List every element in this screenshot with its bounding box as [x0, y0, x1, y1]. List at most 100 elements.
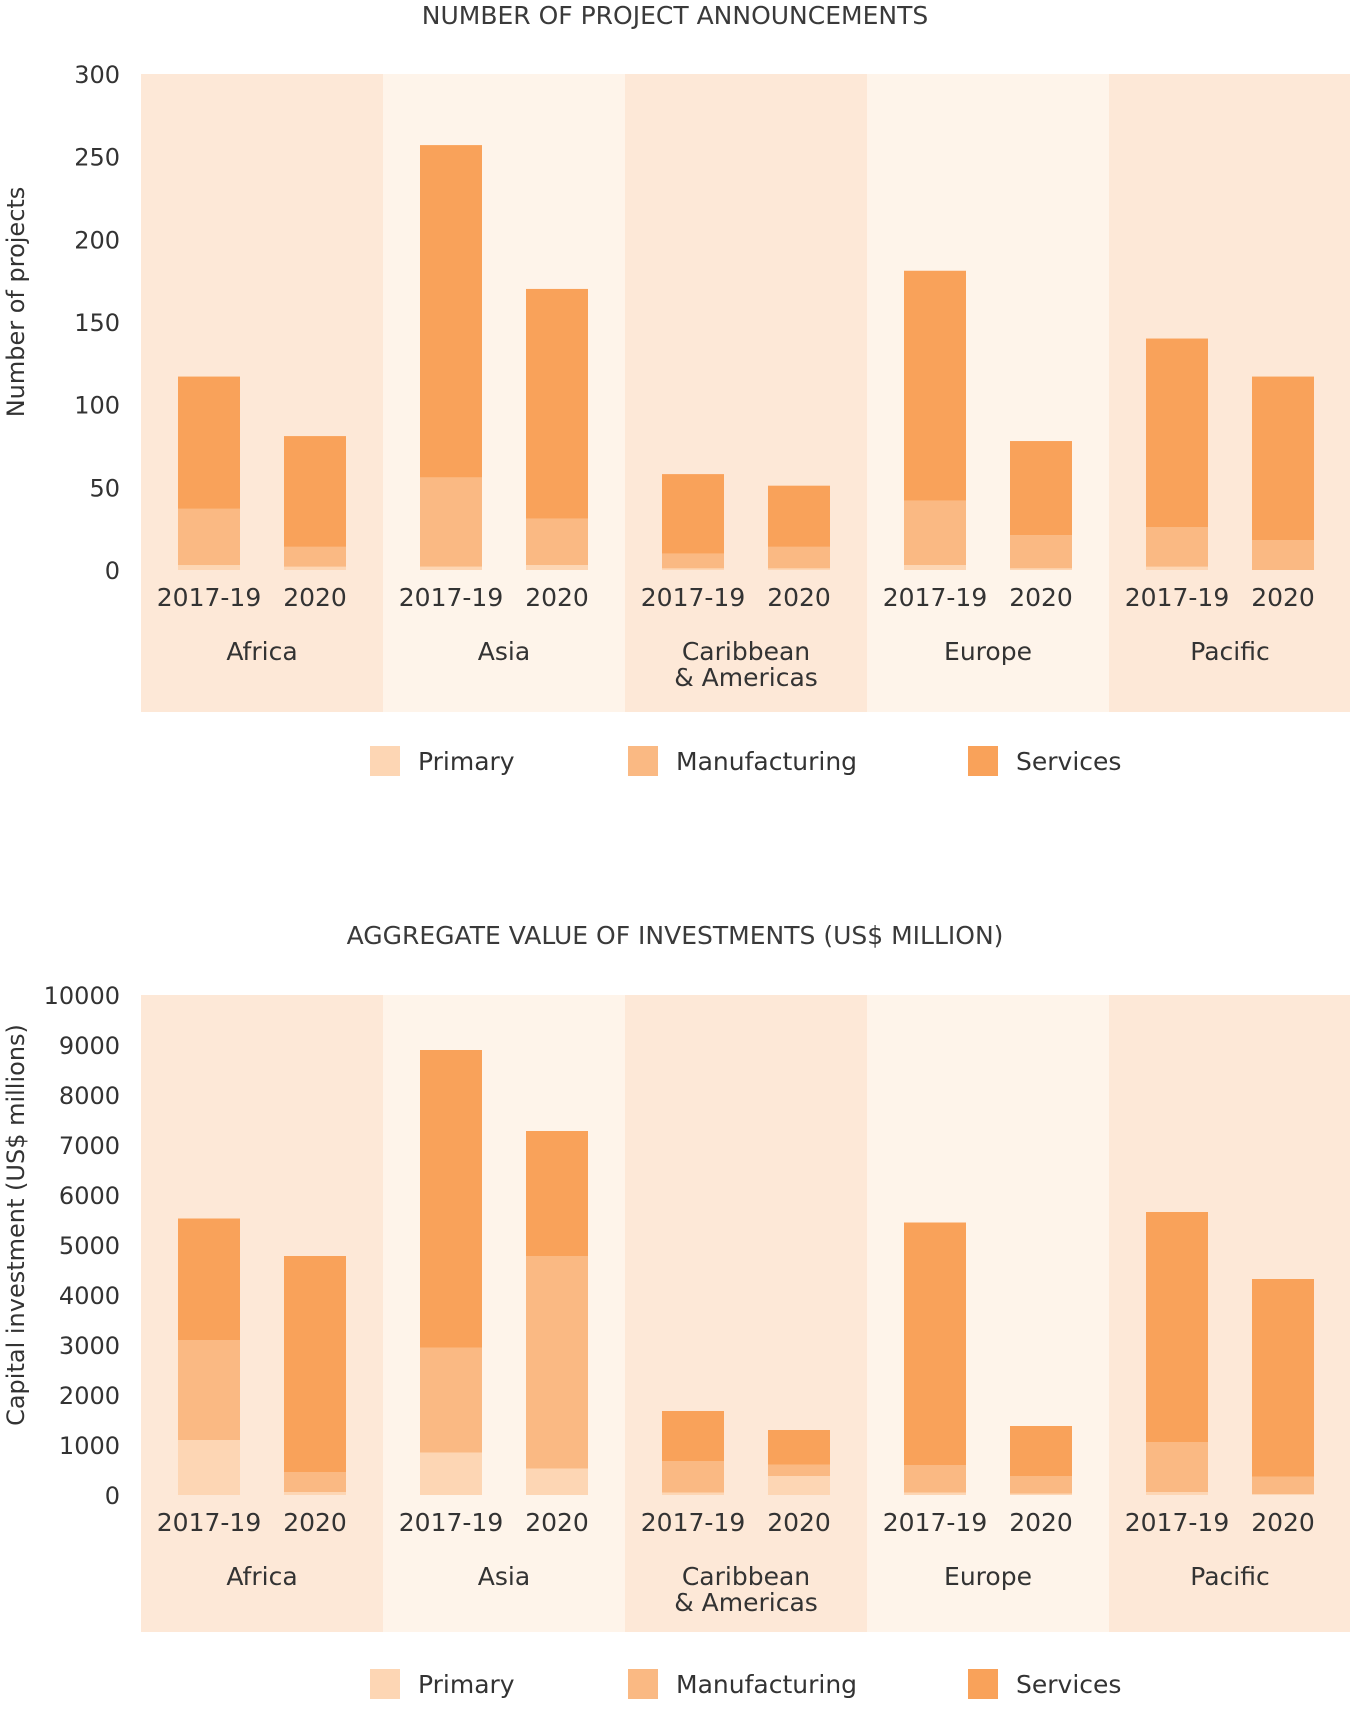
y-tick-label: 8000	[59, 1082, 120, 1110]
bar-services-5	[662, 1411, 724, 1461]
y-tick-label: 1000	[59, 1432, 120, 1460]
category-label: 2017-19	[157, 583, 261, 612]
category-label: 2017-19	[1125, 1508, 1229, 1537]
category-label: 2020	[767, 583, 831, 612]
region-band	[867, 74, 1109, 712]
bar-primary-9	[1146, 566, 1208, 570]
bar-primary-2	[284, 1492, 346, 1495]
legend-label-services: Services	[1016, 1670, 1121, 1699]
legend-swatch-primary	[370, 1669, 400, 1699]
region-band	[625, 995, 867, 1632]
bar-services-6	[768, 485, 830, 547]
region-band	[625, 74, 867, 712]
bar-manufacturing-3	[420, 1347, 482, 1453]
legend-swatch-services	[968, 746, 998, 776]
category-label: 2020	[1009, 1508, 1073, 1537]
region-label: Asia	[478, 637, 530, 666]
category-label: 2017-19	[399, 583, 503, 612]
region-label: & Americas	[674, 1588, 818, 1617]
bar-primary-8	[1010, 568, 1072, 570]
bar-services-2	[284, 436, 346, 547]
category-label: 2020	[1009, 583, 1073, 612]
category-label: 2017-19	[883, 1508, 987, 1537]
bar-manufacturing-5	[662, 553, 724, 569]
bar-manufacturing-8	[1010, 1476, 1072, 1494]
region-label: Pacific	[1190, 1562, 1269, 1591]
region-label: Pacific	[1190, 637, 1269, 666]
legend-label-primary: Primary	[418, 1670, 515, 1699]
bar-services-10	[1252, 376, 1314, 541]
legend-swatch-manufacturing	[628, 746, 658, 776]
bar-services-2	[284, 1256, 346, 1472]
y-tick-label: 5000	[59, 1232, 120, 1260]
bar-manufacturing-6	[768, 546, 830, 569]
y-tick-label: 6000	[59, 1182, 120, 1210]
bar-primary-3	[420, 1452, 482, 1495]
category-label: 2020	[1251, 583, 1315, 612]
category-label: 2020	[283, 1508, 347, 1537]
y-tick-label: 7000	[59, 1132, 120, 1160]
bar-primary-7	[904, 565, 966, 570]
bar-manufacturing-2	[284, 546, 346, 567]
bar-manufacturing-9	[1146, 527, 1208, 567]
bar-services-6	[768, 1430, 830, 1465]
category-label: 2017-19	[399, 1508, 503, 1537]
region-band	[383, 74, 625, 712]
bar-manufacturing-6	[768, 1464, 830, 1476]
bar-services-7	[904, 270, 966, 501]
y-tick-label: 0	[105, 1482, 120, 1510]
bar-manufacturing-2	[284, 1472, 346, 1492]
y-tick-label: 0	[105, 557, 120, 585]
bar-services-1	[178, 1218, 240, 1340]
bar-services-5	[662, 474, 724, 554]
bar-manufacturing-9	[1146, 1442, 1208, 1492]
legend-label-manufacturing: Manufacturing	[676, 1670, 857, 1699]
region-label: Asia	[478, 1562, 530, 1591]
category-label: 2020	[525, 583, 589, 612]
y-tick-label: 3000	[59, 1332, 120, 1360]
region-label: Africa	[226, 1562, 297, 1591]
category-label: 2020	[283, 583, 347, 612]
legend-label-primary: Primary	[418, 747, 515, 776]
bar-primary-3	[420, 566, 482, 570]
bar-manufacturing-7	[904, 1465, 966, 1493]
y-tick-label: 100	[74, 392, 120, 420]
bar-services-1	[178, 376, 240, 509]
bar-primary-6	[768, 1476, 830, 1495]
bar-manufacturing-3	[420, 477, 482, 567]
bar-services-10	[1252, 1279, 1314, 1477]
bar-services-3	[420, 1050, 482, 1348]
legend-swatch-manufacturing	[628, 1669, 658, 1699]
bar-services-4	[526, 288, 588, 519]
region-label: Caribbean	[682, 1562, 810, 1591]
y-tick-label: 9000	[59, 1032, 120, 1060]
category-label: 2017-19	[883, 583, 987, 612]
bar-primary-1	[178, 1440, 240, 1495]
bar-primary-9	[1146, 1492, 1208, 1495]
bar-primary-1	[178, 565, 240, 570]
y-tick-label: 10000	[44, 982, 120, 1010]
legend-swatch-services	[968, 1669, 998, 1699]
region-band	[141, 74, 383, 712]
bar-manufacturing-10	[1252, 1476, 1314, 1494]
bar-primary-10	[1252, 1494, 1314, 1495]
y-tick-label: 50	[89, 474, 120, 502]
bar-manufacturing-1	[178, 508, 240, 566]
bar-services-3	[420, 145, 482, 478]
y-tick-label: 300	[74, 61, 120, 89]
y-axis-label: Capital investment (US$ millions)	[2, 1024, 30, 1426]
y-tick-label: 4000	[59, 1282, 120, 1310]
region-label: Europe	[944, 1562, 1032, 1591]
y-axis-label: Number of projects	[2, 187, 30, 418]
region-label: Caribbean	[682, 637, 810, 666]
bar-manufacturing-8	[1010, 535, 1072, 569]
bar-primary-6	[768, 568, 830, 570]
y-tick-label: 2000	[59, 1382, 120, 1410]
bar-services-9	[1146, 1212, 1208, 1442]
bar-manufacturing-7	[904, 500, 966, 566]
region-label: & Americas	[674, 663, 818, 692]
y-tick-label: 250	[74, 144, 120, 172]
bar-manufacturing-1	[178, 1340, 240, 1440]
region-label: Europe	[944, 637, 1032, 666]
